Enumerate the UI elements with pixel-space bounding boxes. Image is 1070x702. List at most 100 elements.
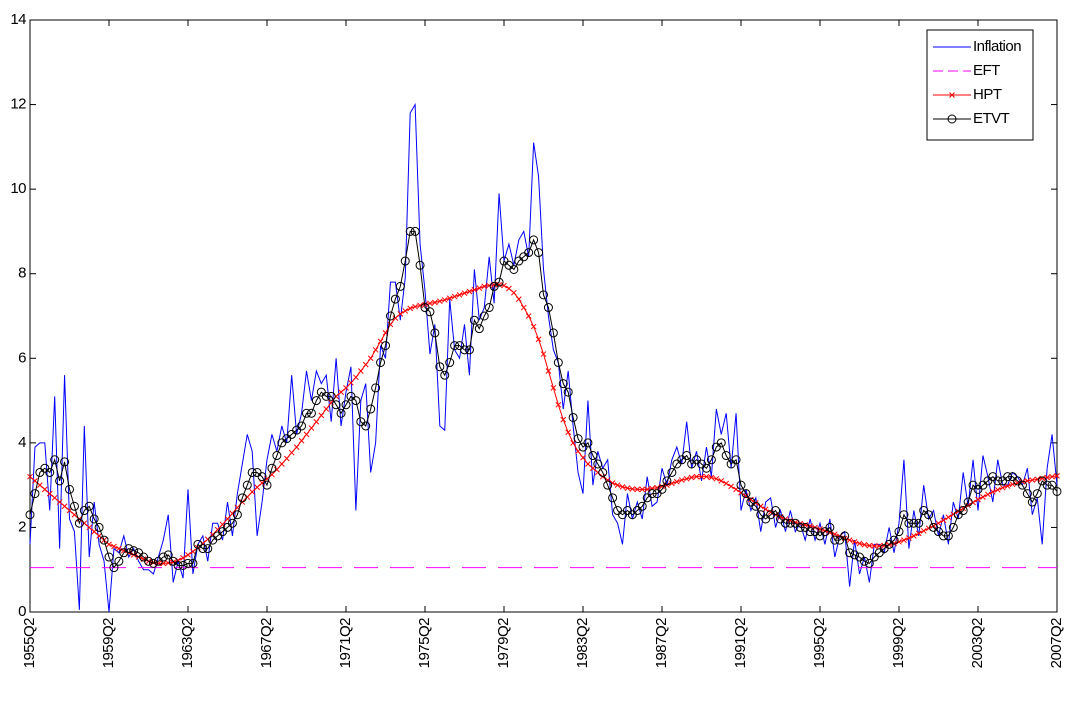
data-point — [723, 480, 730, 487]
data-point — [460, 345, 469, 355]
data-point — [227, 518, 237, 528]
x-tick-label: 1979Q2 — [495, 618, 512, 669]
data-point — [190, 548, 196, 555]
data-point — [297, 421, 307, 431]
data-point — [817, 526, 823, 532]
data-point — [163, 550, 173, 560]
data-point — [371, 383, 381, 393]
legend-box — [926, 29, 1034, 141]
data-point — [1052, 486, 1062, 496]
data-point — [914, 518, 924, 528]
data-point — [302, 408, 311, 418]
data-point — [336, 408, 346, 418]
plot-area — [29, 19, 1058, 613]
data-point — [985, 491, 991, 498]
y-tick-label: 2 — [18, 518, 26, 535]
data-point — [909, 518, 919, 528]
data-point — [397, 311, 404, 317]
data-point — [529, 235, 539, 245]
data-point — [331, 400, 341, 410]
data-point — [866, 542, 873, 549]
data-point — [540, 351, 547, 357]
data-point — [451, 293, 458, 300]
data-point — [51, 494, 58, 501]
data-point — [876, 543, 883, 549]
x-tick-label: 1987Q2 — [653, 618, 670, 669]
data-point — [348, 379, 354, 386]
data-point — [89, 514, 99, 524]
data-point — [446, 295, 453, 302]
data-point — [1017, 480, 1027, 490]
data-point — [104, 552, 114, 562]
data-point — [481, 283, 488, 290]
data-point — [894, 527, 904, 537]
data-point — [698, 473, 705, 480]
data-point — [232, 510, 242, 520]
data-point — [583, 438, 593, 448]
data-point — [771, 506, 781, 516]
x-tick-label: 1975Q2 — [416, 618, 433, 669]
data-point — [343, 385, 349, 391]
data-point — [410, 226, 420, 236]
data-point — [994, 486, 1001, 493]
data-point — [262, 480, 272, 490]
data-point — [30, 489, 40, 499]
data-point — [603, 480, 613, 490]
data-point — [293, 444, 300, 450]
data-point — [367, 355, 374, 362]
data-point — [662, 476, 672, 486]
data-point — [111, 543, 117, 550]
data-point — [657, 484, 667, 494]
data-point — [441, 297, 448, 303]
data-point — [1039, 475, 1046, 482]
data-point — [425, 307, 435, 317]
data-point — [165, 560, 172, 566]
data-point — [435, 362, 445, 372]
data-point — [326, 391, 336, 401]
data-point — [634, 486, 641, 493]
data-point — [188, 558, 198, 568]
data-point — [580, 454, 586, 461]
data-point — [257, 472, 267, 482]
data-point — [392, 315, 399, 321]
data-point — [94, 522, 104, 532]
data-point — [534, 248, 544, 258]
data-point — [524, 248, 534, 258]
data-point — [548, 328, 558, 338]
data-point — [565, 429, 572, 436]
data-point — [506, 285, 512, 292]
data-point — [376, 358, 386, 368]
data-point — [938, 531, 948, 541]
data-point — [901, 537, 907, 543]
data-point — [84, 501, 94, 511]
data-point — [55, 476, 65, 486]
data-point — [311, 396, 321, 406]
x-tick-label: 1971Q2 — [337, 618, 354, 669]
data-point — [993, 476, 1003, 486]
legend-label: EFT — [973, 62, 1000, 79]
y-tick-label: 12 — [10, 96, 26, 113]
data-point — [74, 518, 84, 528]
data-point — [341, 400, 351, 410]
data-point — [624, 485, 631, 491]
data-point — [701, 463, 711, 473]
data-point — [851, 538, 858, 545]
data-point — [509, 264, 519, 274]
data-point — [402, 308, 409, 314]
legend-label: ETVT — [973, 110, 1010, 127]
data-point — [45, 467, 55, 477]
data-point — [511, 289, 517, 296]
data-point — [469, 315, 479, 325]
data-point — [144, 556, 153, 566]
data-point — [1029, 477, 1036, 483]
data-point — [494, 277, 504, 287]
data-point — [598, 467, 608, 477]
data-point — [920, 527, 927, 534]
x-tick-label: 1995Q2 — [811, 618, 828, 669]
data-point — [456, 292, 463, 298]
data-point — [400, 256, 410, 266]
data-point — [871, 543, 878, 549]
data-point — [466, 288, 473, 295]
